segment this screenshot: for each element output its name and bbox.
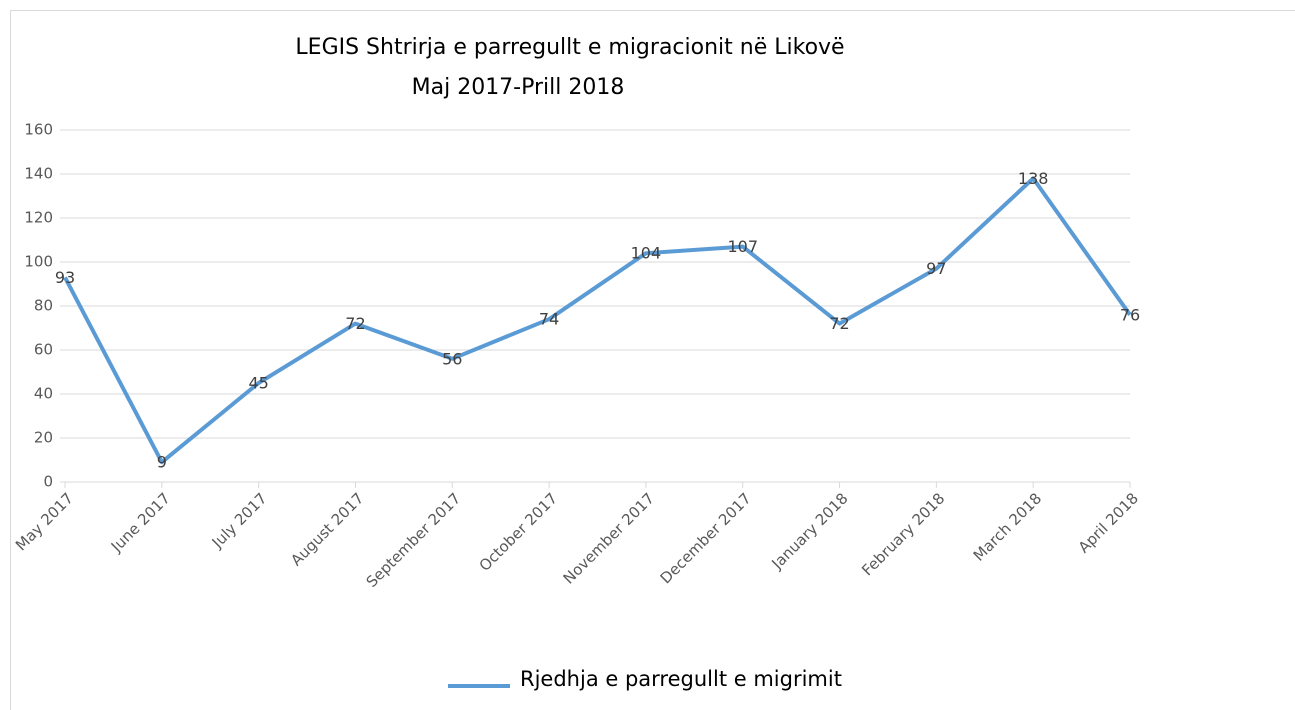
data-label: 107 xyxy=(727,237,758,256)
data-label: 45 xyxy=(248,374,268,393)
y-tick-label: 20 xyxy=(34,429,53,447)
data-label: 76 xyxy=(1120,305,1140,324)
y-tick-label: 140 xyxy=(24,165,53,183)
chart-frame xyxy=(10,10,1295,710)
chart-title: LEGIS Shtrirja e parregullt e migracioni… xyxy=(295,35,844,60)
y-tick-label: 40 xyxy=(34,385,53,403)
data-label: 138 xyxy=(1018,169,1049,188)
data-label: 72 xyxy=(345,314,365,333)
y-tick-label: 60 xyxy=(34,341,53,359)
chart-subtitle: Maj 2017-Prill 2018 xyxy=(412,75,625,100)
data-label: 72 xyxy=(829,314,849,333)
line xyxy=(63,176,1132,465)
data-label: 74 xyxy=(539,310,559,329)
y-tick-label: 160 xyxy=(24,121,53,139)
y-tick-label: 120 xyxy=(24,209,53,227)
y-tick-label: 0 xyxy=(43,473,53,491)
data-label: 9 xyxy=(157,453,167,472)
y-tick-label: 80 xyxy=(34,297,53,315)
data-label: 56 xyxy=(442,349,462,368)
data-label: 104 xyxy=(631,244,662,263)
legend-label: Rjedhja e parregullt e migrimit xyxy=(520,667,842,691)
y-tick-label: 100 xyxy=(24,253,53,271)
data-label: 93 xyxy=(55,268,75,287)
data-label: 97 xyxy=(926,259,946,278)
